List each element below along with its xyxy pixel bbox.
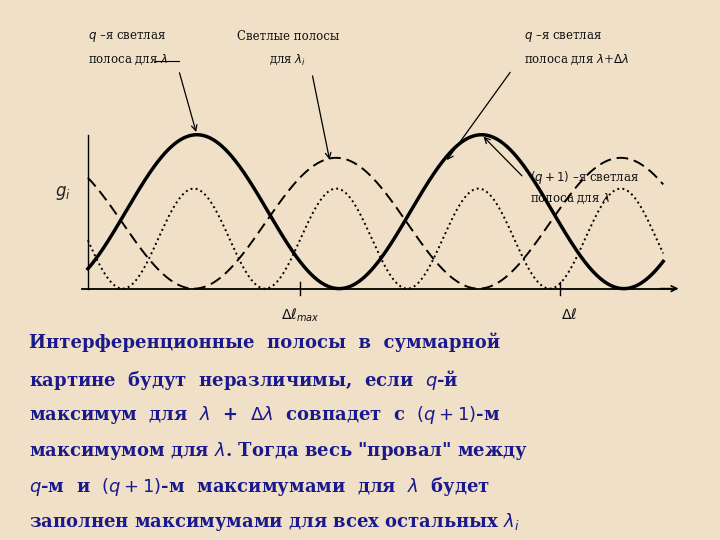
Text: $g_i$: $g_i$ [55,184,71,202]
Text: $(q+1)$ –я светлая: $(q+1)$ –я светлая [530,168,639,186]
Text: максимум  для  $\lambda$  +  $\Delta\lambda$  совпадет  с  $(q + 1)$-м: максимум для $\lambda$ + $\Delta\lambda$… [29,404,500,426]
Text: для $\lambda_i$: для $\lambda_i$ [269,53,306,68]
Text: полоса для $\lambda$: полоса для $\lambda$ [88,53,168,68]
Text: Светлые полосы: Светлые полосы [237,30,339,43]
Text: $q$ –я светлая: $q$ –я светлая [524,30,602,44]
Text: $q$-м  и  $(q+1)$-м  максимумами  для  $\lambda$  будет: $q$-м и $(q+1)$-м максимумами для $\lamb… [29,475,490,498]
Text: Интерференционные  полосы  в  суммарной: Интерференционные полосы в суммарной [29,333,500,352]
Text: $\Delta\ell_{max}$: $\Delta\ell_{max}$ [281,307,319,325]
Text: $\Delta\ell$: $\Delta\ell$ [561,307,577,322]
Text: полоса для $\lambda$+$\Delta\lambda$: полоса для $\lambda$+$\Delta\lambda$ [524,53,629,68]
Text: $q$ –я светлая: $q$ –я светлая [88,30,166,44]
Text: заполнен максимумами для всех остальных $\lambda_i$: заполнен максимумами для всех остальных … [29,511,519,533]
Text: максимумом для $\lambda$. Тогда весь "провал" между: максимумом для $\lambda$. Тогда весь "пр… [29,440,528,462]
Text: полоса для $\lambda$: полоса для $\lambda$ [530,192,611,206]
Text: картине  будут  неразличимы,  если  $q$-й: картине будут неразличимы, если $q$-й [29,368,459,392]
